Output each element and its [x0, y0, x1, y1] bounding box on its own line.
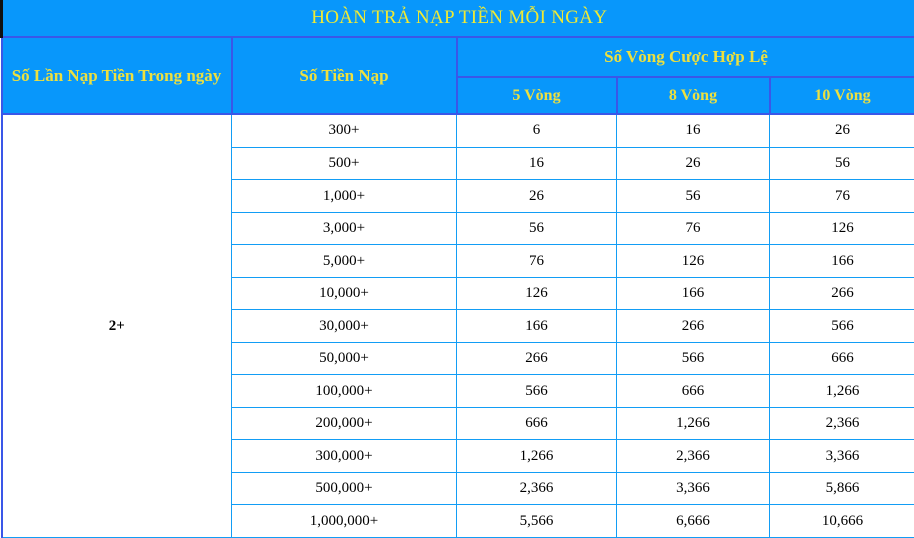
rounds-5-cell: 16: [456, 146, 617, 181]
deposit-amount-cell: 1,000+: [231, 179, 457, 213]
table-row: 10,000+ 126 166 266: [2, 276, 914, 311]
column-header-8-rounds: 8 Vòng: [615, 76, 771, 115]
rounds-10-cell: 566: [768, 309, 914, 343]
table-row: 500+ 16 26 56: [2, 146, 914, 181]
rounds-5-cell: 166: [456, 309, 617, 343]
column-header-10-rounds: 10 Vòng: [768, 76, 914, 115]
table-row: 50,000+ 266 566 666: [2, 341, 914, 376]
rounds-5-cell: 1,266: [456, 439, 617, 473]
rounds-10-cell: 166: [768, 244, 914, 278]
deposit-table-body: 2+ 300+ 6 16 26 500+ 16 26 56 1,000+ 26 56 76 3,000+ 5…: [0, 113, 914, 538]
rounds-5-cell: 266: [456, 341, 617, 376]
rounds-5-cell: 566: [456, 374, 617, 408]
rounds-8-cell: 6,666: [616, 504, 770, 538]
rounds-5-cell: 76: [456, 244, 617, 278]
table-row: 3,000+ 56 76 126: [2, 211, 914, 246]
subheader-row: 5 Vòng 8 Vòng 10 Vòng: [2, 76, 914, 115]
deposit-times-cell: 2+: [0, 113, 232, 538]
rounds-8-cell: 666: [616, 374, 770, 408]
rounds-10-cell: 3,366: [768, 439, 914, 473]
rounds-10-cell: 666: [768, 341, 914, 376]
rounds-10-cell: 2,366: [768, 406, 914, 441]
rounds-8-cell: 16: [616, 113, 770, 148]
table-row: 100,000+ 566 666 1,266: [2, 374, 914, 408]
table-row: 1,000+ 26 56 76: [2, 179, 914, 213]
rounds-8-cell: 26: [616, 146, 770, 181]
title-row: HOÀN TRẢ NẠP TIỀN MỖI NGÀY: [0, 0, 914, 38]
rounds-5-cell: 5,566: [456, 504, 617, 538]
table-row: 500,000+ 2,366 3,366 5,866: [2, 471, 914, 506]
rounds-5-cell: 666: [456, 406, 617, 441]
deposit-amount-cell: 50,000+: [231, 341, 457, 376]
table-row: 2+ 300+ 6 16 26: [0, 113, 914, 538]
rounds-10-cell: 1,266: [768, 374, 914, 408]
column-group-header-valid-rounds: Số Vòng Cược Hợp Lệ: [455, 36, 914, 78]
rounds-8-cell: 76: [616, 211, 770, 246]
rounds-8-cell: 3,366: [616, 471, 770, 506]
rounds-10-cell: 266: [768, 276, 914, 311]
deposit-amount-cell: 300+: [231, 113, 457, 148]
column-header-5-rounds: 5 Vòng: [455, 76, 618, 115]
deposit-amount-cell: 300,000+: [231, 439, 457, 473]
rounds-5-cell: 2,366: [456, 471, 617, 506]
rounds-5-cell: 6: [456, 113, 617, 148]
rounds-10-cell: 76: [768, 179, 914, 213]
table-row: 300,000+ 1,266 2,366 3,366: [2, 439, 914, 473]
rounds-10-cell: 126: [768, 211, 914, 246]
deposit-amount-cell: 5,000+: [231, 244, 457, 278]
deposit-amount-cell: 200,000+: [231, 406, 457, 441]
rounds-10-cell: 26: [768, 113, 914, 148]
table-row: 200,000+ 666 1,266 2,366: [2, 406, 914, 441]
table-row: 30,000+ 166 266 566: [2, 309, 914, 343]
deposit-amount-cell: 30,000+: [231, 309, 457, 343]
deposit-amount-cell: 3,000+: [231, 211, 457, 246]
column-header-deposit-times: Số Lần Nạp Tiền Trong ngày: [0, 36, 233, 115]
deposit-amount-cell: 100,000+: [231, 374, 457, 408]
rounds-10-cell: 5,866: [768, 471, 914, 506]
rounds-8-cell: 1,266: [616, 406, 770, 441]
rounds-10-cell: 56: [768, 146, 914, 181]
rounds-8-cell: 56: [616, 179, 770, 213]
deposit-amount-cell: 500,000+: [231, 471, 457, 506]
page-title: HOÀN TRẢ NẠP TIỀN MỖI NGÀY: [0, 0, 914, 38]
deposit-amount-cell: 500+: [231, 146, 457, 181]
rounds-8-cell: 566: [616, 341, 770, 376]
column-header-deposit-amount: Số Tiền Nạp: [230, 36, 458, 115]
rounds-8-cell: 266: [616, 309, 770, 343]
rounds-8-cell: 2,366: [616, 439, 770, 473]
deposit-amount-cell: 1,000,000+: [231, 504, 457, 538]
rounds-5-cell: 26: [456, 179, 617, 213]
rounds-8-cell: 126: [616, 244, 770, 278]
header-row: Số Lần Nạp Tiền Trong ngày Số Tiền Nạp S…: [0, 36, 914, 115]
rounds-5-cell: 126: [456, 276, 617, 311]
rounds-8-cell: 166: [616, 276, 770, 311]
rounds-5-cell: 56: [456, 211, 617, 246]
rounds-10-cell: 10,666: [768, 504, 914, 538]
table-row: 1,000,000+ 5,566 6,666 10,666: [2, 504, 914, 538]
deposit-amount-cell: 10,000+: [231, 276, 457, 311]
